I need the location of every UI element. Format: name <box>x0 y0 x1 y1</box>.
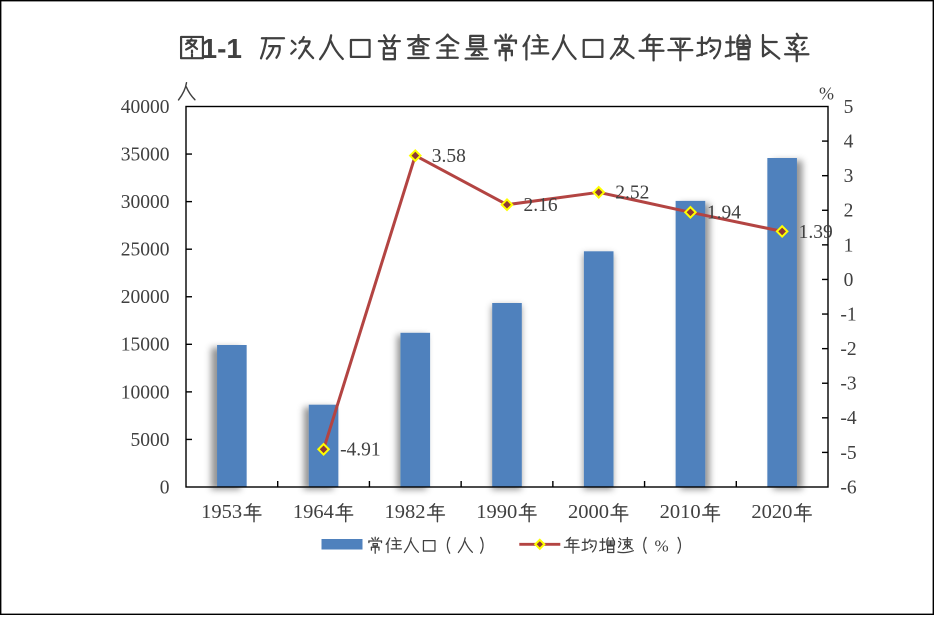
svg-text:3.58: 3.58 <box>432 146 466 167</box>
svg-text:5000: 5000 <box>131 430 170 451</box>
svg-text:25000: 25000 <box>121 240 170 261</box>
svg-text:-2: -2 <box>840 339 856 360</box>
svg-text:%: % <box>655 537 669 556</box>
svg-text:15000: 15000 <box>121 335 170 356</box>
svg-text:2.52: 2.52 <box>615 183 649 204</box>
svg-text:1: 1 <box>844 235 854 256</box>
svg-text:2000: 2000 <box>568 501 609 523</box>
svg-text:1-1: 1-1 <box>202 33 242 64</box>
svg-text:10000: 10000 <box>121 382 170 403</box>
svg-text:30000: 30000 <box>121 192 170 213</box>
svg-text:5: 5 <box>844 97 854 118</box>
svg-text:40000: 40000 <box>121 97 170 118</box>
svg-text:-5: -5 <box>840 443 856 464</box>
svg-text:%: % <box>819 84 834 104</box>
svg-text:2020: 2020 <box>751 501 792 523</box>
svg-text:20000: 20000 <box>121 287 170 308</box>
svg-text:1982: 1982 <box>385 501 426 523</box>
svg-text:1.94: 1.94 <box>707 203 741 224</box>
svg-text:0: 0 <box>844 270 854 291</box>
svg-text:-1: -1 <box>840 304 856 325</box>
svg-text:1953: 1953 <box>201 501 242 523</box>
svg-text:3: 3 <box>844 166 854 187</box>
svg-text:4: 4 <box>844 131 854 152</box>
svg-text:2010: 2010 <box>660 501 701 523</box>
svg-text:-4.91: -4.91 <box>340 440 381 461</box>
svg-text:1990: 1990 <box>476 501 517 523</box>
svg-text:1964: 1964 <box>293 501 334 523</box>
svg-text:1.39: 1.39 <box>799 222 833 243</box>
svg-text:-6: -6 <box>840 477 856 498</box>
svg-text:2: 2 <box>844 201 854 222</box>
svg-text:0: 0 <box>160 477 170 498</box>
svg-text:-4: -4 <box>840 408 856 429</box>
svg-text:-3: -3 <box>840 374 856 395</box>
svg-text:2.16: 2.16 <box>524 195 558 216</box>
svg-text:35000: 35000 <box>121 144 170 165</box>
